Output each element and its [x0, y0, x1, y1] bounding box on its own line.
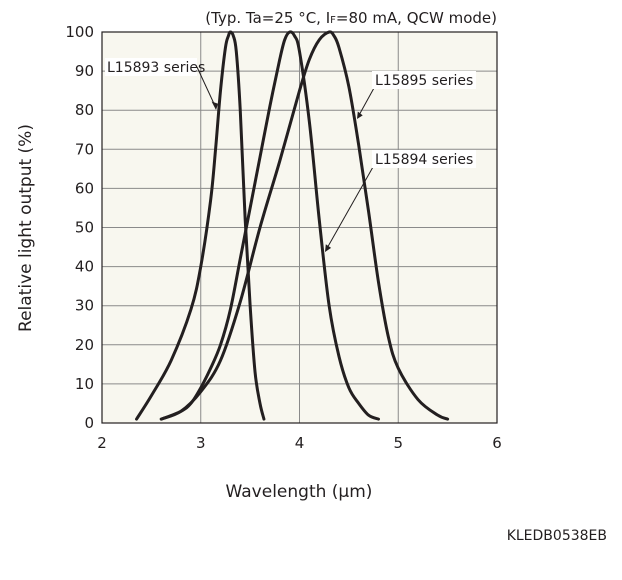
y-tick-label-0: 0 [84, 414, 94, 432]
y-tick-label-2: 20 [75, 336, 94, 354]
label-box-l15894 [372, 150, 476, 168]
series-curve-l15894 [159, 30, 380, 421]
document-id: KLEDB0538EB [507, 528, 607, 544]
arrowhead-l15895 [357, 111, 363, 119]
y-axis-label: Relative light output (%) [16, 124, 36, 332]
arrowhead-l15893 [211, 101, 219, 110]
y-tick-label-3: 30 [75, 297, 94, 315]
y-tick-label-5: 50 [75, 219, 94, 237]
label-leaders [196, 66, 375, 251]
y-tick-label-6: 60 [75, 179, 94, 197]
x-tick-label-3: 5 [393, 434, 403, 452]
y-tick-label-7: 70 [75, 140, 94, 158]
plot-frame [101, 31, 498, 424]
y-tick-label-10: 100 [65, 23, 94, 41]
x-tick-label-2: 4 [295, 434, 305, 452]
x-axis-label: Wavelength (μm) [226, 482, 373, 502]
label-box-l15893 [105, 58, 197, 76]
leader-l15894 [325, 166, 374, 251]
series-label-l15895: L15895 series [375, 73, 473, 89]
series-curves [135, 30, 450, 421]
grid [102, 32, 497, 423]
y-tick-label-1: 10 [75, 375, 94, 393]
series-curve-l15893 [135, 30, 266, 421]
y-tick-label-8: 80 [75, 101, 94, 119]
conditions-subscript: F [330, 15, 336, 26]
series-curve-l15895 [159, 30, 450, 421]
label-box-l15895 [372, 71, 476, 89]
conditions-part-1: (Typ. Ta=25 °C, I [205, 9, 330, 27]
measurement-conditions: (Typ. Ta=25 °C, IF=80 mA, QCW mode) [205, 9, 497, 27]
x-tick-label-4: 6 [492, 434, 502, 452]
series-label-l15894: L15894 series [375, 152, 473, 168]
series-label-l15893: L15893 series [107, 60, 205, 76]
x-tick-label-1: 3 [196, 434, 206, 452]
x-tick-label-0: 2 [97, 434, 107, 452]
arrowhead-l15894 [325, 244, 332, 252]
y-tick-labels: 0 10 20 30 40 50 60 70 80 90 100 [65, 23, 94, 432]
leader-arrowheads [211, 101, 363, 252]
y-tick-label-9: 90 [75, 62, 94, 80]
leader-l15893 [196, 66, 217, 109]
y-tick-label-4: 40 [75, 258, 94, 276]
x-tick-labels: 2 3 4 5 6 [97, 434, 502, 452]
leader-l15895 [357, 87, 375, 118]
conditions-part-2: =80 mA, QCW mode) [336, 9, 497, 27]
